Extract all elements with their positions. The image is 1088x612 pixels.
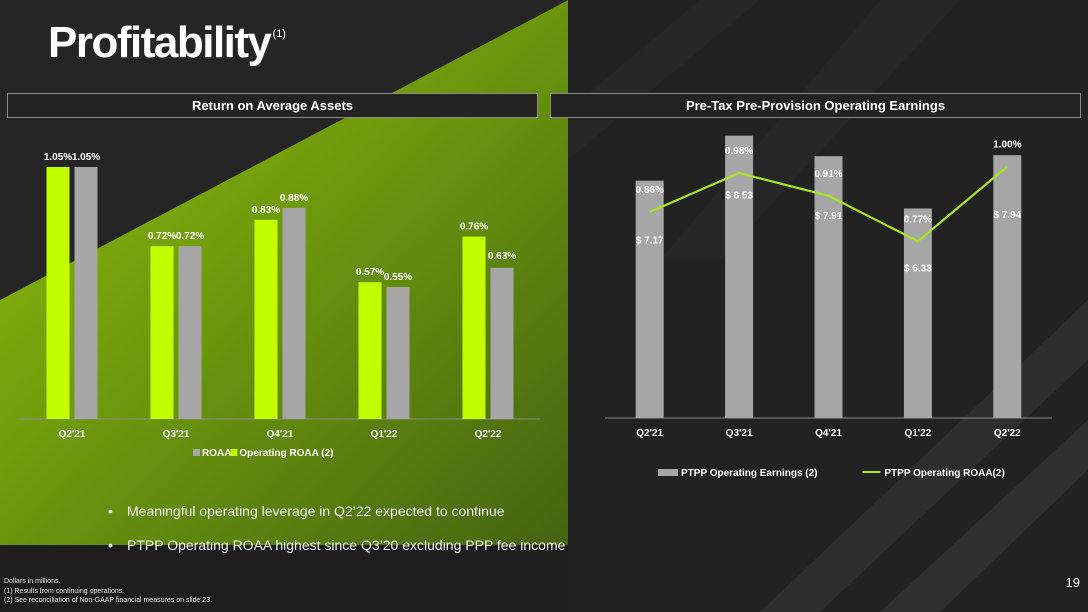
bar-data-label: 1.05% (44, 152, 72, 163)
legend-swatch (230, 449, 238, 456)
x-tick-label: Q4'21 (267, 429, 294, 440)
bar-roaa (386, 287, 410, 419)
bullet-list: Meaningful operating leverage in Q2’22 e… (108, 502, 565, 570)
bar-data-label: 0.83% (252, 205, 280, 216)
ptpp-combo-chart: $ 7.17 Q2'21 $ 8.53 Q3'21 $ 7.91 Q4'21 $ 6.33 Q… (605, 135, 1052, 479)
bar-operating-roaa (358, 282, 382, 419)
x-tick-label: Q3'21 (163, 429, 190, 440)
bar-data-label: $ 8.53 (725, 191, 753, 202)
x-tick-label: Q2'21 (59, 429, 86, 440)
legend-swatch (658, 469, 678, 476)
footnote-1: (1) Results from continuing operations. (4, 587, 125, 595)
x-tick-label: Q2'22 (475, 429, 502, 440)
legend-swatch (193, 449, 200, 456)
bar-data-label: 0.88% (280, 193, 308, 204)
bar-ptpp-earnings (725, 135, 754, 419)
bar-data-label: 0.55% (384, 272, 412, 283)
footnote-units: Dollars in millions. (4, 578, 61, 585)
bar-roaa (74, 167, 98, 419)
bar-ptpp-earnings (903, 208, 932, 418)
bar-data-label: 0.72% (148, 231, 176, 242)
title-footnote-marker: (1) (272, 28, 286, 40)
bar-operating-roaa (462, 236, 486, 419)
x-tick-label: Q3'21 (726, 428, 753, 439)
bar-roaa (178, 246, 202, 419)
legend-label: PTPP Operating ROAA(2) (884, 468, 1004, 479)
x-tick-label: Q1'22 (371, 429, 398, 440)
bar-data-label: $ 6.33 (904, 263, 932, 274)
bar-data-label: $ 7.91 (815, 211, 843, 222)
page-number: 19 (1065, 575, 1080, 590)
bar-operating-roaa (46, 167, 70, 419)
line-data-label: 0.77% (904, 214, 932, 225)
line-data-label: 0.86% (636, 185, 664, 196)
bar-data-label: 1.05% (72, 152, 100, 163)
bar-data-label: 0.63% (488, 251, 516, 262)
bullet-item: PTPP Operating ROAA highest since Q3’20 … (108, 536, 565, 554)
roaa-chart-header: Return on Average Assets (7, 93, 538, 118)
bar-roaa (490, 267, 514, 419)
footnote-2: (2) See reconciliation of Non-GAAP finan… (4, 597, 213, 604)
x-tick-label: Q2'22 (994, 428, 1021, 439)
line-data-label: 0.98% (725, 146, 753, 157)
bar-data-label: $ 7.17 (636, 236, 664, 247)
ptpp-chart-header: Pre-Tax Pre-Provision Operating Earnings (550, 93, 1081, 118)
bar-ptpp-earnings (635, 180, 664, 418)
line-ptpp-operating-roaa (649, 165, 1009, 243)
bar-data-label: $ 7.94 (993, 210, 1021, 221)
legend-label: Operating ROAA (2) (239, 448, 333, 459)
legend-label: ROAA (202, 448, 231, 459)
bar-roaa (282, 207, 306, 419)
bar-data-label: 0.57% (356, 267, 384, 278)
bar-operating-roaa (150, 246, 174, 419)
bullet-item: Meaningful operating leverage in Q2’22 e… (108, 502, 565, 520)
footnotes: Dollars in millions. (1) Results from co… (4, 577, 212, 606)
bar-ptpp-earnings (993, 155, 1022, 418)
bar-operating-roaa (254, 219, 278, 419)
line-data-label: 0.91% (814, 169, 842, 180)
x-tick-label: Q4'21 (815, 428, 842, 439)
bar-data-label: 0.72% (176, 231, 204, 242)
x-tick-label: Q1'22 (904, 428, 931, 439)
page-title: Profitability (1) (48, 18, 286, 67)
legend-label: PTPP Operating Earnings (2) (681, 468, 818, 479)
line-data-label: 1.00% (993, 140, 1021, 151)
x-tick-label: Q2'21 (636, 428, 663, 439)
roaa-bar-chart: 1.05% 1.05% Q2'21 0.72% 0.72% Q3'21 0.83%0.88%… (20, 152, 540, 459)
bar-data-label: 0.76% (460, 222, 488, 233)
